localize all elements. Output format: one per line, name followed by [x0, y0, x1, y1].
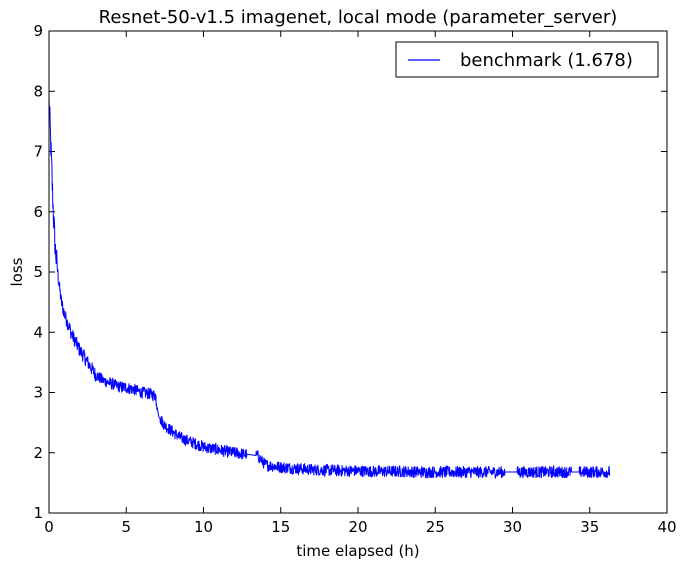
legend-label: benchmark (1.678) — [460, 50, 633, 71]
chart-title: Resnet-50-v1.5 imagenet, local mode (par… — [99, 7, 618, 28]
x-tick-label: 30 — [503, 518, 522, 536]
series-layer — [48, 92, 611, 479]
plot-area-frame — [48, 30, 668, 514]
y-tick-label: 6 — [33, 203, 43, 221]
y-tick-label: 5 — [33, 263, 43, 281]
x-tick-label: 35 — [580, 518, 599, 536]
x-tick-label: 25 — [426, 518, 445, 536]
x-tick-label: 15 — [271, 518, 290, 536]
x-tick-label: 5 — [121, 518, 131, 536]
y-tick-label: 9 — [33, 22, 43, 40]
x-tick-label: 10 — [194, 518, 213, 536]
x-axis-title: time elapsed (h) — [296, 542, 419, 560]
y-tick-label: 3 — [33, 384, 43, 402]
series-line-benchmark — [48, 92, 611, 479]
y-axis-title: loss — [8, 257, 26, 286]
x-tick-label: 0 — [44, 518, 54, 536]
y-tick-label: 1 — [33, 504, 43, 522]
x-tick-label: 40 — [657, 518, 676, 536]
legend: benchmark (1.678) — [395, 41, 659, 78]
y-tick-label: 4 — [33, 323, 43, 341]
y-tick-label: 2 — [33, 444, 43, 462]
axis-ticks: 0 5 10 15 20 25 30 35 40 1 2 3 4 5 6 7 8 9 — [33, 22, 676, 536]
y-tick-label: 7 — [33, 143, 43, 161]
x-tick-label: 20 — [348, 518, 367, 536]
y-tick-label: 8 — [33, 82, 43, 100]
